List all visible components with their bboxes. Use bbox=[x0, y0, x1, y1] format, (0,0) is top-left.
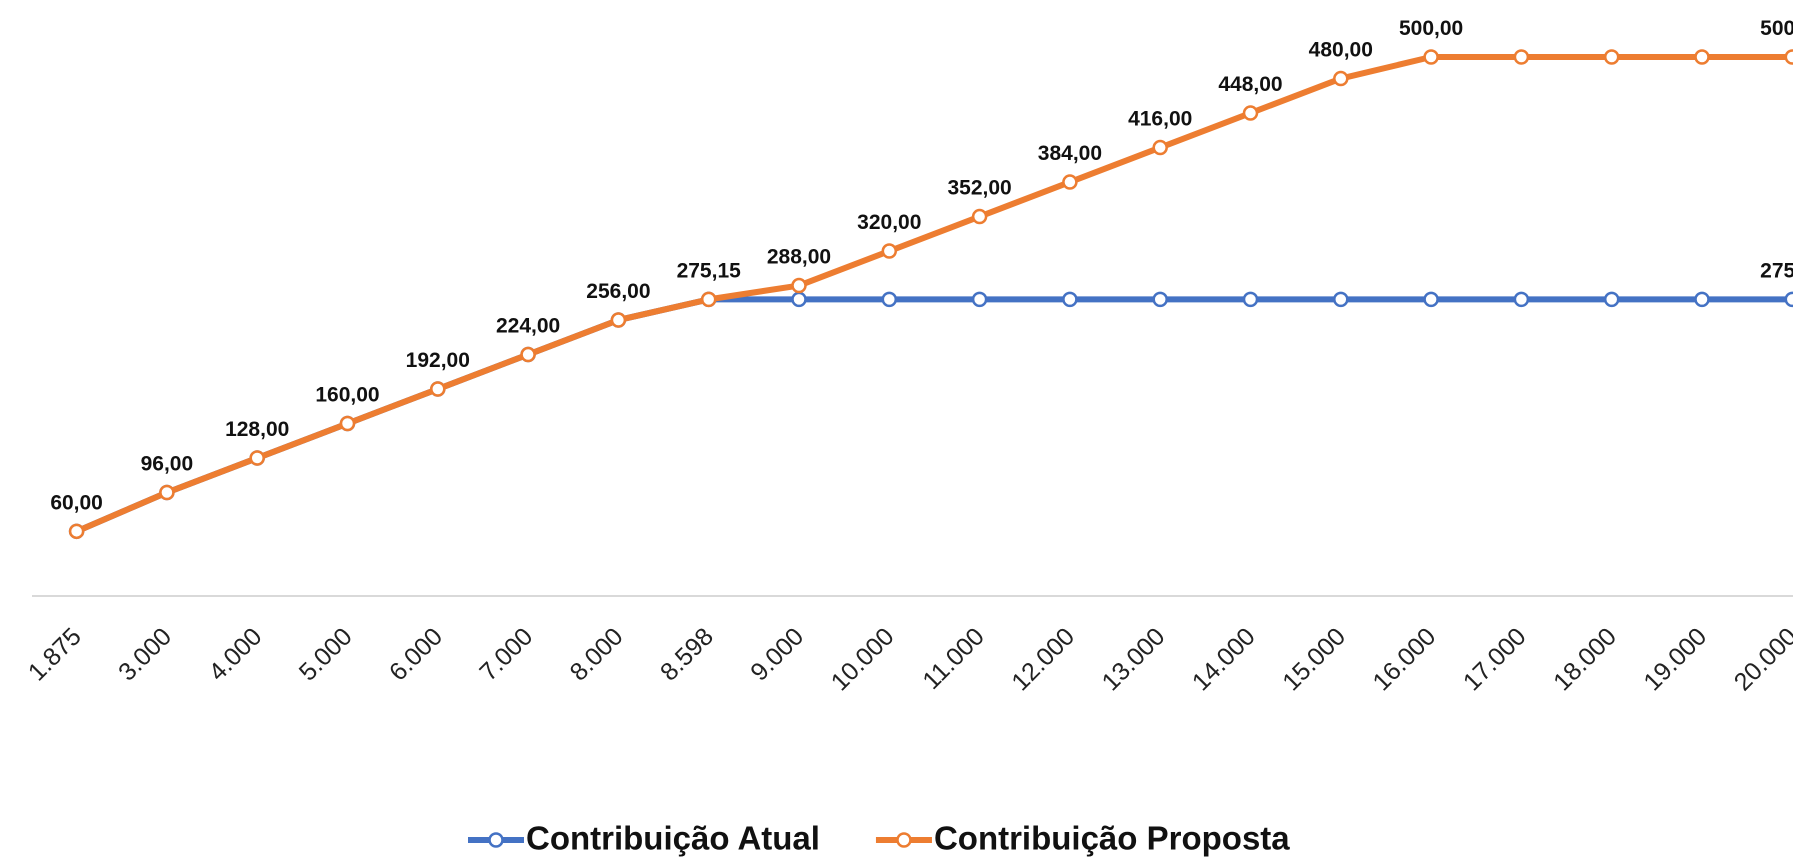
x-tick-label: 1.875 bbox=[23, 622, 87, 686]
x-tick-label: 18.000 bbox=[1548, 622, 1622, 696]
x-tick-label: 8.000 bbox=[565, 622, 629, 686]
point-marker bbox=[1333, 291, 1349, 308]
point-marker bbox=[1333, 70, 1349, 87]
point-marker bbox=[1423, 49, 1439, 65]
point-marker bbox=[791, 291, 807, 308]
point-marker bbox=[1423, 291, 1439, 308]
point-marker bbox=[1694, 291, 1710, 308]
x-tick-label: 5.000 bbox=[294, 622, 358, 686]
data-label: 96,00 bbox=[141, 453, 194, 476]
point-marker bbox=[1513, 291, 1530, 308]
point-marker bbox=[159, 484, 175, 501]
data-label: 275,15 bbox=[1760, 259, 1793, 282]
point-marker bbox=[1242, 291, 1259, 308]
point-marker bbox=[249, 450, 265, 466]
x-tick-label: 10.000 bbox=[826, 622, 900, 696]
data-label: 500,00 bbox=[1399, 17, 1463, 40]
legend-marker bbox=[896, 832, 912, 848]
point-marker bbox=[971, 208, 988, 225]
data-label: 384,00 bbox=[1038, 142, 1102, 165]
point-marker bbox=[1152, 291, 1168, 308]
x-tick-label: 7.000 bbox=[474, 622, 538, 686]
point-marker bbox=[339, 415, 356, 432]
data-label: 60,00 bbox=[50, 491, 103, 514]
x-tick-label: 4.000 bbox=[203, 622, 267, 686]
x-tick-label: 15.000 bbox=[1277, 622, 1351, 696]
point-marker bbox=[1694, 49, 1710, 65]
series-line bbox=[75, 54, 1793, 535]
data-label: 275,15 bbox=[677, 259, 742, 282]
point-marker bbox=[1152, 139, 1168, 156]
point-marker bbox=[700, 291, 717, 308]
data-label: 416,00 bbox=[1128, 108, 1192, 131]
point-marker bbox=[1513, 49, 1530, 65]
point-marker bbox=[1603, 49, 1620, 65]
point-marker bbox=[1784, 291, 1793, 308]
point-marker bbox=[1603, 291, 1620, 308]
x-tick-label: 20.000 bbox=[1729, 622, 1793, 696]
point-marker bbox=[610, 312, 627, 328]
x-tick-label: 13.000 bbox=[1097, 622, 1171, 696]
point-marker bbox=[971, 291, 988, 308]
data-label: 128,00 bbox=[225, 418, 289, 441]
data-label: 160,00 bbox=[315, 384, 379, 407]
point-marker bbox=[791, 277, 807, 294]
legend-marker bbox=[488, 832, 504, 848]
point-marker bbox=[520, 346, 536, 363]
legend-item: Contribuição Atual bbox=[468, 820, 820, 857]
data-label: 256,00 bbox=[586, 280, 650, 303]
point-marker bbox=[1242, 105, 1259, 121]
legend-item: Contribuição Proposta bbox=[875, 820, 1290, 857]
x-tick-label: 8.598 bbox=[655, 622, 719, 686]
x-tick-label: 16.000 bbox=[1367, 622, 1441, 696]
point-marker bbox=[881, 243, 898, 259]
x-tick-label: 12.000 bbox=[1006, 622, 1080, 696]
point-marker bbox=[1062, 174, 1078, 190]
data-label: 192,00 bbox=[406, 349, 470, 372]
x-tick-label: 3.000 bbox=[113, 622, 177, 686]
x-tick-label: 11.000 bbox=[917, 622, 990, 695]
data-label: 448,00 bbox=[1218, 73, 1282, 96]
data-label: 288,00 bbox=[767, 246, 831, 269]
x-tick-label: 19.000 bbox=[1638, 622, 1712, 696]
point-marker bbox=[1784, 49, 1793, 65]
point-marker bbox=[430, 381, 446, 397]
point-marker bbox=[881, 291, 898, 308]
legend-label: Contribuição Proposta bbox=[934, 820, 1290, 857]
point-marker bbox=[68, 523, 85, 540]
x-tick-label: 6.000 bbox=[384, 622, 448, 686]
x-tick-label: 17.000 bbox=[1458, 622, 1532, 696]
legend-label: Contribuição Atual bbox=[526, 820, 820, 857]
data-label: 224,00 bbox=[496, 315, 560, 338]
data-label: 480,00 bbox=[1309, 39, 1373, 62]
x-tick-label: 9.000 bbox=[745, 622, 809, 686]
point-marker bbox=[1062, 291, 1078, 308]
data-label: 320,00 bbox=[857, 211, 921, 234]
series-line bbox=[75, 296, 1793, 535]
x-tick-label: 14.000 bbox=[1187, 622, 1261, 696]
data-label: 352,00 bbox=[947, 177, 1011, 200]
data-label: 500,00 bbox=[1760, 17, 1793, 40]
